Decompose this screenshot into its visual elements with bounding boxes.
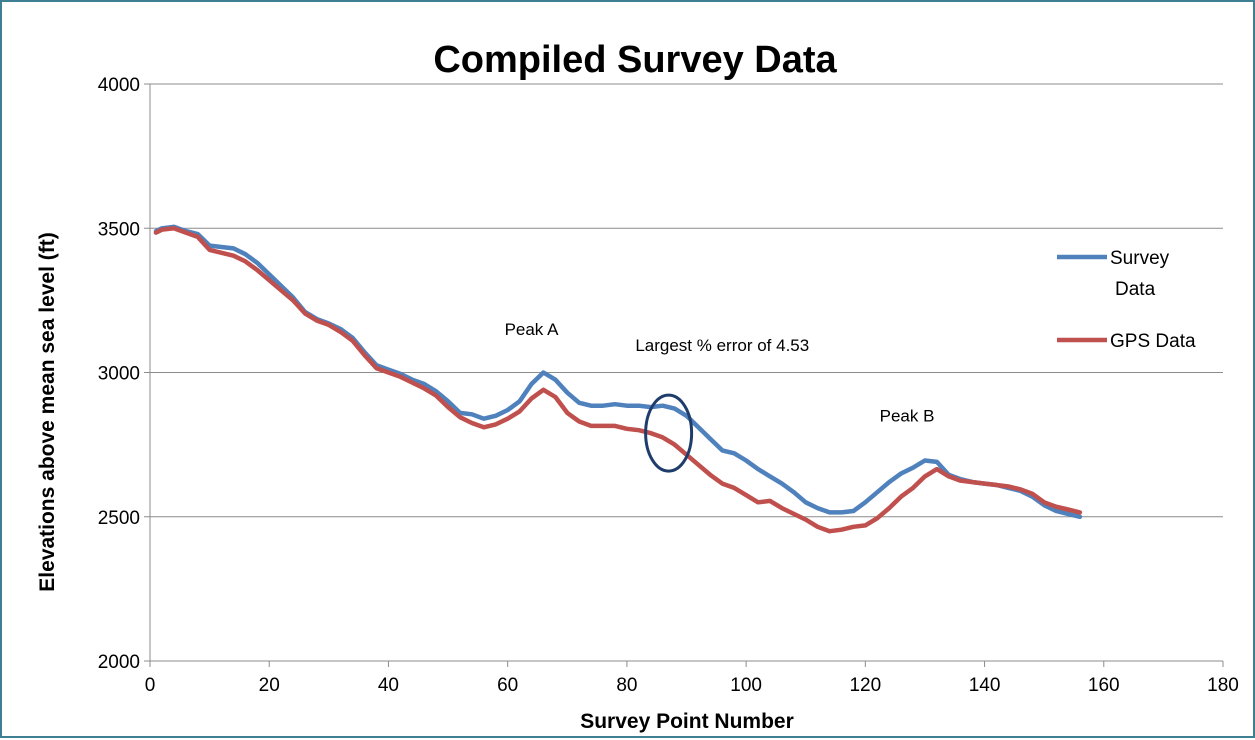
x-tick-label-180: 180 xyxy=(1207,675,1239,696)
x-tick-label-120: 120 xyxy=(849,675,881,696)
y-tick-label-3500: 3500 xyxy=(98,219,140,240)
y-tick-label-4000: 4000 xyxy=(98,75,140,96)
x-tick-label-0: 0 xyxy=(145,675,156,696)
x-tick-label-160: 160 xyxy=(1088,675,1120,696)
y-tick-labels: 2000 2500 3000 3500 4000 xyxy=(98,75,140,673)
x-tick-label-100: 100 xyxy=(730,675,762,696)
series-line-gps-data xyxy=(153,226,1083,534)
x-tick-label-140: 140 xyxy=(969,675,1001,696)
annotation-0: Peak A xyxy=(505,320,560,339)
y-tick-label-2500: 2500 xyxy=(98,508,140,529)
legend: Survey Data GPS Data xyxy=(1057,248,1196,352)
axes xyxy=(144,83,1224,667)
series-lines xyxy=(153,224,1083,534)
x-tick-label-80: 80 xyxy=(616,675,637,696)
annotation-1: Largest % error of 4.53 xyxy=(635,336,809,355)
legend-label-survey-data: Survey Data xyxy=(1110,248,1170,300)
x-tick-label-40: 40 xyxy=(378,675,399,696)
y-tick-label-3000: 3000 xyxy=(98,364,140,385)
x-tick-labels: 0 20 40 60 80 100 120 140 160 180 xyxy=(145,675,1239,696)
y-axis-label: Elevations above mean sea level (ft) xyxy=(36,232,59,591)
y-tick-label-2000: 2000 xyxy=(98,652,140,673)
chart-title: Compiled Survey Data xyxy=(433,39,837,81)
error-highlight-ellipse xyxy=(644,393,694,473)
annotation-2: Peak B xyxy=(880,407,935,426)
annotations: Peak A Largest % error of 4.53 Peak B xyxy=(505,320,935,473)
x-tick-label-20: 20 xyxy=(259,675,280,696)
x-tick-label-60: 60 xyxy=(497,675,518,696)
gridlines xyxy=(150,83,1223,518)
x-axis-label: Survey Point Number xyxy=(580,710,794,733)
legend-label-gps-data: GPS Data xyxy=(1110,331,1196,352)
